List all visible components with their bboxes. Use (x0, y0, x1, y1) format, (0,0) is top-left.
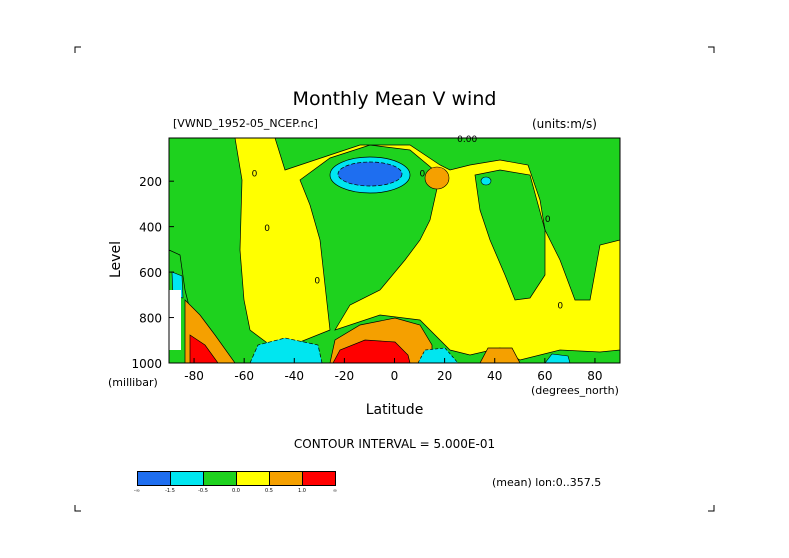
colorbar-box (302, 471, 336, 486)
y-tick-label: 400 (139, 221, 162, 235)
contour-label: 0 (314, 276, 320, 286)
colorbar-label: -∞ (134, 488, 140, 494)
contour-label: 0 (545, 215, 551, 225)
y-tick-label: 800 (139, 312, 162, 326)
y-axis-units: (millibar) (108, 376, 158, 389)
colorbar-label: -1.5 (165, 488, 175, 494)
region-small-cyan (480, 176, 492, 186)
region-northern-green-top (274, 138, 620, 301)
y-tick-label: 600 (139, 266, 162, 280)
chart-title: Monthly Mean V wind (292, 88, 497, 110)
x-tick-label: 60 (537, 369, 552, 383)
colorbar-label: -0.5 (198, 488, 208, 494)
colorbar-box (236, 471, 270, 486)
region-missing-data (169, 290, 181, 350)
region-upper-blue-core (337, 161, 403, 187)
corner-mark-bl (74, 505, 81, 512)
corner-mark-tr (708, 46, 715, 53)
region-antarctic-red (189, 334, 219, 363)
axis-ticks: -80 -60 -40 -20 0 20 40 60 80 200 400 600 800 1000 (131, 175, 602, 383)
units-label: (units:m/s) (532, 117, 597, 131)
region-southern-green (169, 138, 620, 363)
region-mid-green (474, 169, 546, 301)
colorbar-label: 1.0 (298, 488, 306, 494)
file-label: [VWND_1952-05_NCEP.nc] (173, 117, 318, 130)
colorbar-box (203, 471, 237, 486)
corner-mark-tl (74, 46, 81, 53)
x-axis-label: Latitude (365, 402, 424, 418)
x-axis-units: (degrees_north) (531, 384, 619, 397)
mean-note: (mean) lon:0..357.5 (492, 476, 602, 489)
x-tick-label: 40 (487, 369, 502, 383)
colorbar-label: 0.0 (232, 488, 240, 494)
contour-label: 0 (420, 170, 426, 180)
contour-label: 0 (557, 301, 563, 311)
x-tick-label: 80 (587, 369, 602, 383)
x-tick-label: -80 (184, 369, 204, 383)
region-surface-orange-north (479, 347, 521, 363)
x-tick-label: -60 (234, 369, 254, 383)
x-tick-label: 20 (437, 369, 452, 383)
colorbar-box (137, 471, 171, 486)
region-surface-cyan-eq (417, 347, 459, 363)
colorbar-label: 0.5 (265, 488, 273, 494)
contour-labels: 0 0 0 0 0.00 0 0 (252, 135, 564, 311)
colorbar-label: ∞ (332, 488, 338, 494)
region-surface-cyan-south (249, 337, 323, 363)
y-tick-label: 1000 (131, 357, 162, 371)
colorbar-box (269, 471, 303, 486)
region-surface-red-core (332, 339, 411, 363)
contour-label: 0.00 (457, 135, 477, 145)
contour-interval: CONTOUR INTERVAL = 5.000E-01 (293, 437, 496, 451)
x-tick-label: -20 (335, 369, 355, 383)
corner-mark-br (708, 505, 715, 512)
contour-label: 0 (264, 224, 270, 234)
x-tick-label: 0 (391, 369, 399, 383)
region-small-orange (424, 166, 450, 190)
contour-label: 0 (252, 170, 258, 180)
region-surface-cyan-north (544, 353, 571, 363)
x-tick-label: -40 (284, 369, 304, 383)
y-tick-label: 200 (139, 175, 162, 189)
colorbar-box (170, 471, 204, 486)
